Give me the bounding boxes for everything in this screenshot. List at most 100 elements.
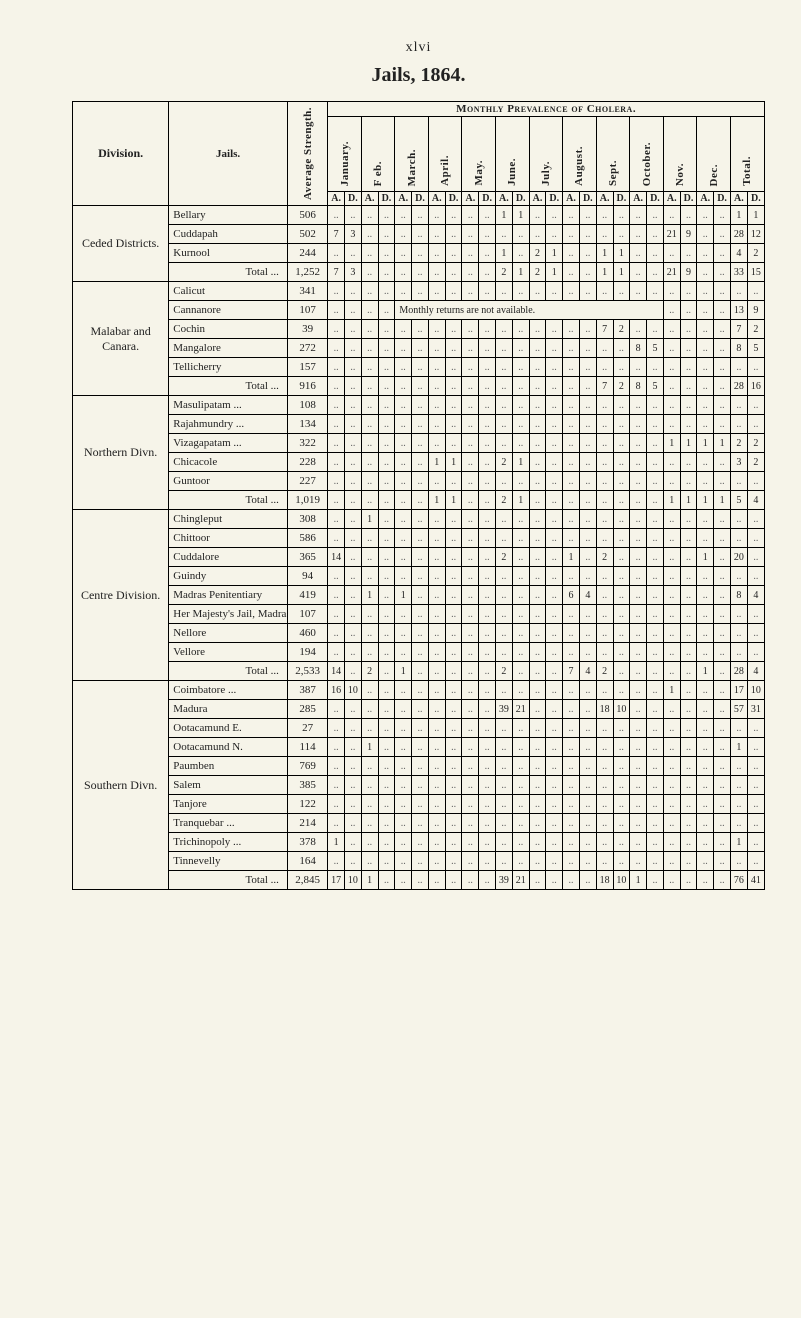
avg-strength: 157 [287,358,327,377]
cell: .. [496,358,513,377]
cell: .. [428,814,445,833]
cell: .. [697,871,714,890]
total-avg: 1,019 [287,491,327,510]
cell: 4 [747,491,764,510]
cell: .. [663,662,680,681]
cell: 1 [697,548,714,567]
cell: .. [563,605,580,624]
cell: .. [529,586,546,605]
cell: .. [328,358,345,377]
cell: .. [680,833,697,852]
cell: .. [345,453,362,472]
cell: .. [345,795,362,814]
col-month-4: May. [462,117,496,192]
jail-name: Cuddapah [169,225,288,244]
cell: .. [630,529,647,548]
cell: .. [680,776,697,795]
cell: .. [647,605,664,624]
cell: .. [345,301,362,320]
cell: .. [462,453,479,472]
cell: .. [596,852,613,871]
cell: .. [747,852,764,871]
cell: .. [512,529,529,548]
avg-strength: 769 [287,757,327,776]
cell: .. [730,567,747,586]
cell: .. [630,624,647,643]
cell: .. [361,320,378,339]
cell: .. [747,282,764,301]
total-label: Total ... [169,491,288,510]
cell: .. [445,586,462,605]
cell: .. [462,358,479,377]
cell: .. [680,662,697,681]
col-d-10: D. [680,192,697,206]
cell: .. [579,453,596,472]
cell: .. [496,472,513,491]
cell: .. [512,605,529,624]
avg-strength: 502 [287,225,327,244]
cell: .. [378,282,395,301]
cell: 21 [663,225,680,244]
cell: .. [579,377,596,396]
cell: .. [647,624,664,643]
cell: .. [479,320,496,339]
cell: .. [563,529,580,548]
avg-strength: 387 [287,681,327,700]
cell: .. [546,225,563,244]
cell: .. [613,624,630,643]
cell: .. [328,643,345,662]
cell: .. [328,415,345,434]
cell: .. [529,491,546,510]
cell: .. [512,358,529,377]
cell: 28 [730,225,747,244]
cell: .. [328,529,345,548]
cell: .. [714,282,731,301]
cell: .. [613,206,630,225]
cell: .. [345,320,362,339]
cell: .. [479,776,496,795]
col-d-6: D. [546,192,563,206]
cell: .. [496,643,513,662]
cell: .. [563,282,580,301]
cell: .. [512,548,529,567]
cell: 1 [697,662,714,681]
cell: .. [596,719,613,738]
cell: .. [579,396,596,415]
cell: .. [680,206,697,225]
cell: .. [647,833,664,852]
cell: .. [697,282,714,301]
cell: .. [412,643,429,662]
cell: .. [680,681,697,700]
cell: .. [361,548,378,567]
cell: .. [546,757,563,776]
cell: .. [328,586,345,605]
jail-name: Cuddalore [169,548,288,567]
cell: .. [697,757,714,776]
cell: 10 [613,871,630,890]
cell: .. [496,852,513,871]
cell: .. [462,719,479,738]
cell: .. [697,358,714,377]
cell: .. [663,396,680,415]
cell: .. [680,586,697,605]
cell: .. [630,491,647,510]
cell: .. [714,681,731,700]
cell: .. [697,529,714,548]
cell: .. [630,567,647,586]
cell: .. [395,548,412,567]
cell: 10 [345,871,362,890]
cell: .. [378,871,395,890]
cell: .. [345,643,362,662]
cell: .. [663,415,680,434]
cell: .. [647,472,664,491]
cell: .. [328,206,345,225]
cell: .. [328,491,345,510]
cell: .. [579,643,596,662]
cell: .. [428,643,445,662]
col-a-1: A. [361,192,378,206]
cell: .. [428,548,445,567]
avg-strength: 134 [287,415,327,434]
col-a-9: A. [630,192,647,206]
col-month-10: Nov. [663,117,697,192]
cell: .. [747,833,764,852]
